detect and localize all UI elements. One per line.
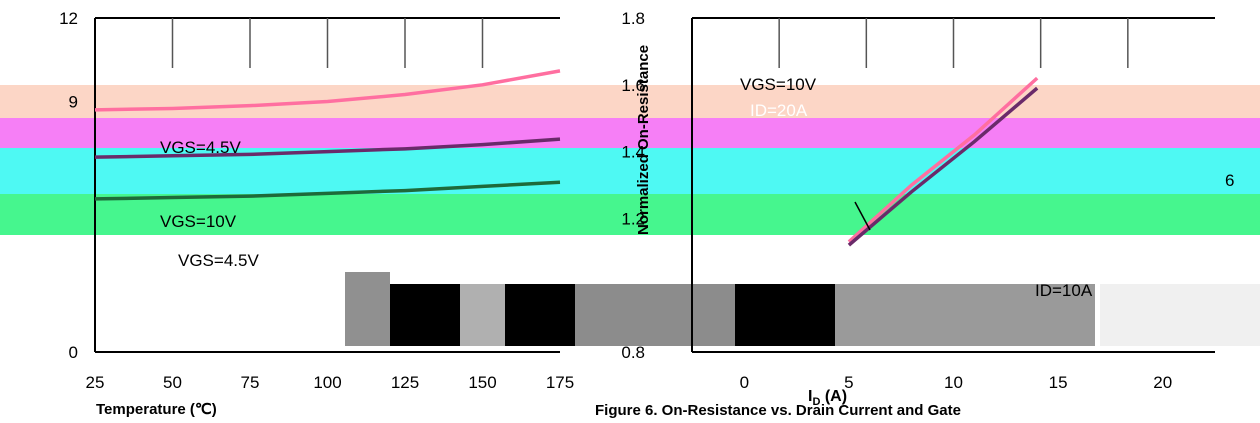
chart1-y-tick-label: 0.8 bbox=[621, 343, 645, 362]
chart0-x-tick-label: 150 bbox=[468, 373, 496, 392]
chart0-x-tick-label: 125 bbox=[391, 373, 419, 392]
chart0-y-tick-label: 0 bbox=[69, 343, 78, 362]
right-x-axis-sub: D bbox=[812, 396, 821, 409]
chart0-y-tick-label: 12 bbox=[59, 9, 78, 28]
chart0-series-line bbox=[94, 69, 561, 112]
artifact-black-3 bbox=[735, 284, 835, 346]
right-x-axis-title: ID (A) bbox=[808, 388, 847, 408]
chart1-y-tick-label: 1.8 bbox=[621, 9, 645, 28]
right-x-axis-symbol: I bbox=[808, 388, 813, 405]
chart0-x-tick-label: 75 bbox=[241, 373, 260, 392]
chart1-y-axis-title: Normalized On-Resistance bbox=[635, 45, 652, 235]
chart1-x-tick-label: 0 bbox=[740, 373, 749, 392]
chart0-series-line bbox=[94, 137, 561, 159]
chart-annotation: ID=10A bbox=[1035, 281, 1093, 300]
band-green bbox=[0, 194, 1260, 235]
right-x-axis-unit: (A) bbox=[820, 388, 848, 405]
artifact-lightgray bbox=[1100, 284, 1260, 346]
artifact-gray-1 bbox=[345, 272, 390, 346]
chart1-series-line bbox=[847, 86, 1039, 247]
chart0-x-tick-label: 100 bbox=[313, 373, 341, 392]
left-x-axis-title: Temperature (℃) bbox=[96, 401, 217, 418]
chart-annotation: ID=20A bbox=[750, 101, 808, 120]
chart-annotation: VGS=4.5V bbox=[178, 251, 259, 270]
artifact-gray-3 bbox=[575, 284, 735, 346]
chart1-x-tick-label: 10 bbox=[944, 373, 963, 392]
chart1-series-line bbox=[847, 76, 1039, 244]
chart-annotation: VGS=10V bbox=[740, 75, 817, 94]
chart1-x-tick-label: 20 bbox=[1153, 373, 1172, 392]
figure-caption: Figure 6. On-Resistance vs. Drain Curren… bbox=[595, 402, 961, 419]
artifact-gray-2 bbox=[460, 284, 505, 346]
chart1-annotation-arrow bbox=[854, 201, 871, 231]
chart0-x-tick-label: 50 bbox=[163, 373, 182, 392]
chart1-y-tick-label: 1.4 bbox=[621, 143, 645, 162]
chart0-x-tick-label: 175 bbox=[546, 373, 574, 392]
band-magenta bbox=[0, 118, 1260, 148]
chart1-y-tick-label: 1.6 bbox=[621, 76, 645, 95]
chart-annotation: VGS=10V bbox=[160, 212, 237, 231]
chart-annotation: 6 bbox=[1225, 171, 1234, 190]
artifact-black-2 bbox=[505, 284, 575, 346]
chart0-series-line bbox=[94, 180, 561, 201]
chart1-x-tick-label: 5 bbox=[844, 373, 853, 392]
artifact-black-1 bbox=[390, 284, 460, 346]
artifact-gray-4 bbox=[835, 284, 1095, 346]
chart1-y-tick-label: 1.2 bbox=[621, 209, 645, 228]
chart-annotation: VGS=4.5V bbox=[160, 138, 241, 157]
chart0-y-tick-label: 9 bbox=[69, 93, 78, 112]
chart1-x-tick-label: 15 bbox=[1049, 373, 1068, 392]
band-peach bbox=[0, 85, 1260, 118]
chart0-x-tick-label: 25 bbox=[86, 373, 105, 392]
